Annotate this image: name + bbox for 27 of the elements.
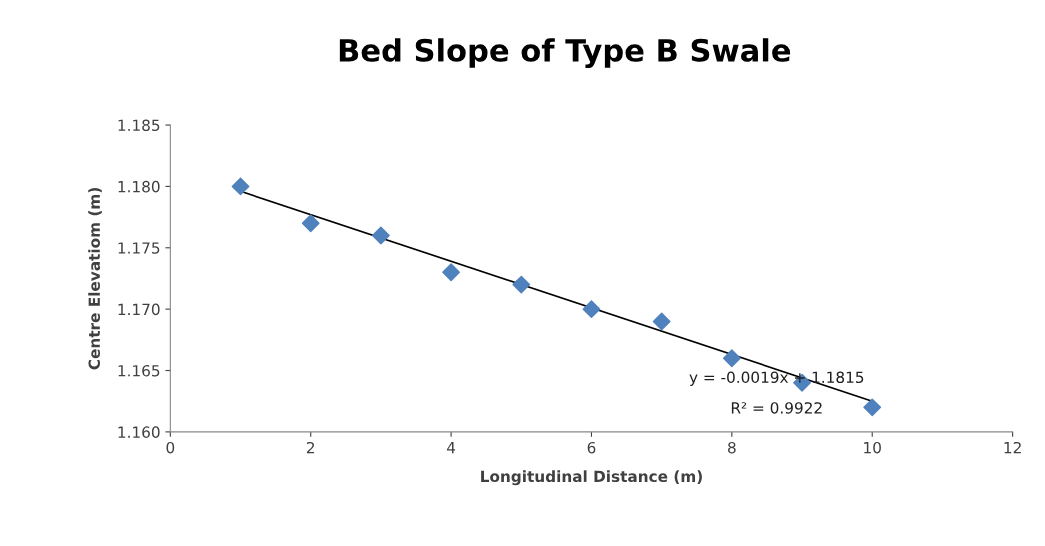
chart-title: Bed Slope of Type B Swale bbox=[339, 38, 791, 69]
y-tick-label: 1.170 bbox=[118, 303, 160, 316]
x-tick-label: 6 bbox=[587, 441, 596, 454]
x-tick-label: 2 bbox=[306, 441, 315, 454]
x-tick-label: 4 bbox=[446, 442, 456, 454]
x-axis-title: Longitudinal Distance (m) bbox=[481, 470, 702, 486]
point bbox=[652, 312, 671, 331]
x-tick-label: 0 bbox=[166, 441, 175, 454]
annotation: y = -0.0019x + 1.1815 bbox=[689, 371, 864, 386]
y-tick-label: 1.175 bbox=[118, 242, 160, 254]
point bbox=[863, 398, 882, 417]
x-tick-label: 10 bbox=[864, 441, 881, 454]
y-axis-title: Centre Elevatiom (m) bbox=[88, 188, 102, 370]
point bbox=[231, 177, 250, 196]
x-tick-label: 8 bbox=[728, 441, 736, 454]
point bbox=[582, 300, 601, 319]
x-tick-label: 12 bbox=[1004, 441, 1021, 454]
y-tick-label: 1.160 bbox=[118, 426, 160, 438]
point bbox=[301, 214, 320, 233]
point bbox=[722, 349, 741, 368]
annotation: R² = 0.9922 bbox=[731, 402, 822, 414]
y-tick-label: 1.185 bbox=[118, 119, 160, 132]
point bbox=[512, 275, 531, 294]
point bbox=[371, 226, 390, 245]
y-tick-label: 1.180 bbox=[118, 180, 160, 193]
y-tick-label: 1.165 bbox=[118, 364, 160, 377]
point bbox=[442, 263, 461, 282]
